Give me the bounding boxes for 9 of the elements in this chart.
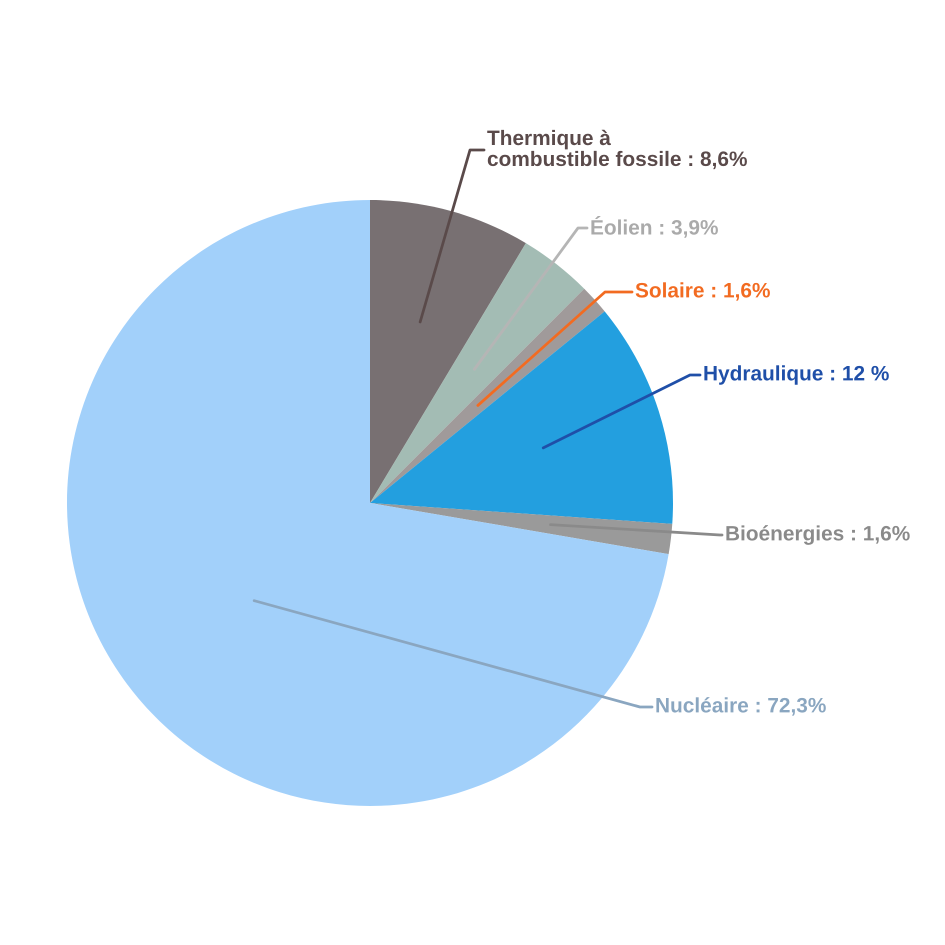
slice-label: Bioénergies : 1,6% xyxy=(726,525,910,545)
slice-label: Solaire : 1,6% xyxy=(636,282,770,301)
pie-slice xyxy=(370,311,673,524)
slice-label: Hydraulique : 12 % xyxy=(704,365,889,385)
slice-label: Nucléaire : 72,3% xyxy=(656,697,826,716)
slice-label: Thermique à combustible fossile : 8,6% xyxy=(487,130,747,170)
pie-slice xyxy=(370,200,526,503)
slice-label: Éolien : 3,9% xyxy=(591,216,718,238)
pie-slice xyxy=(370,243,584,503)
